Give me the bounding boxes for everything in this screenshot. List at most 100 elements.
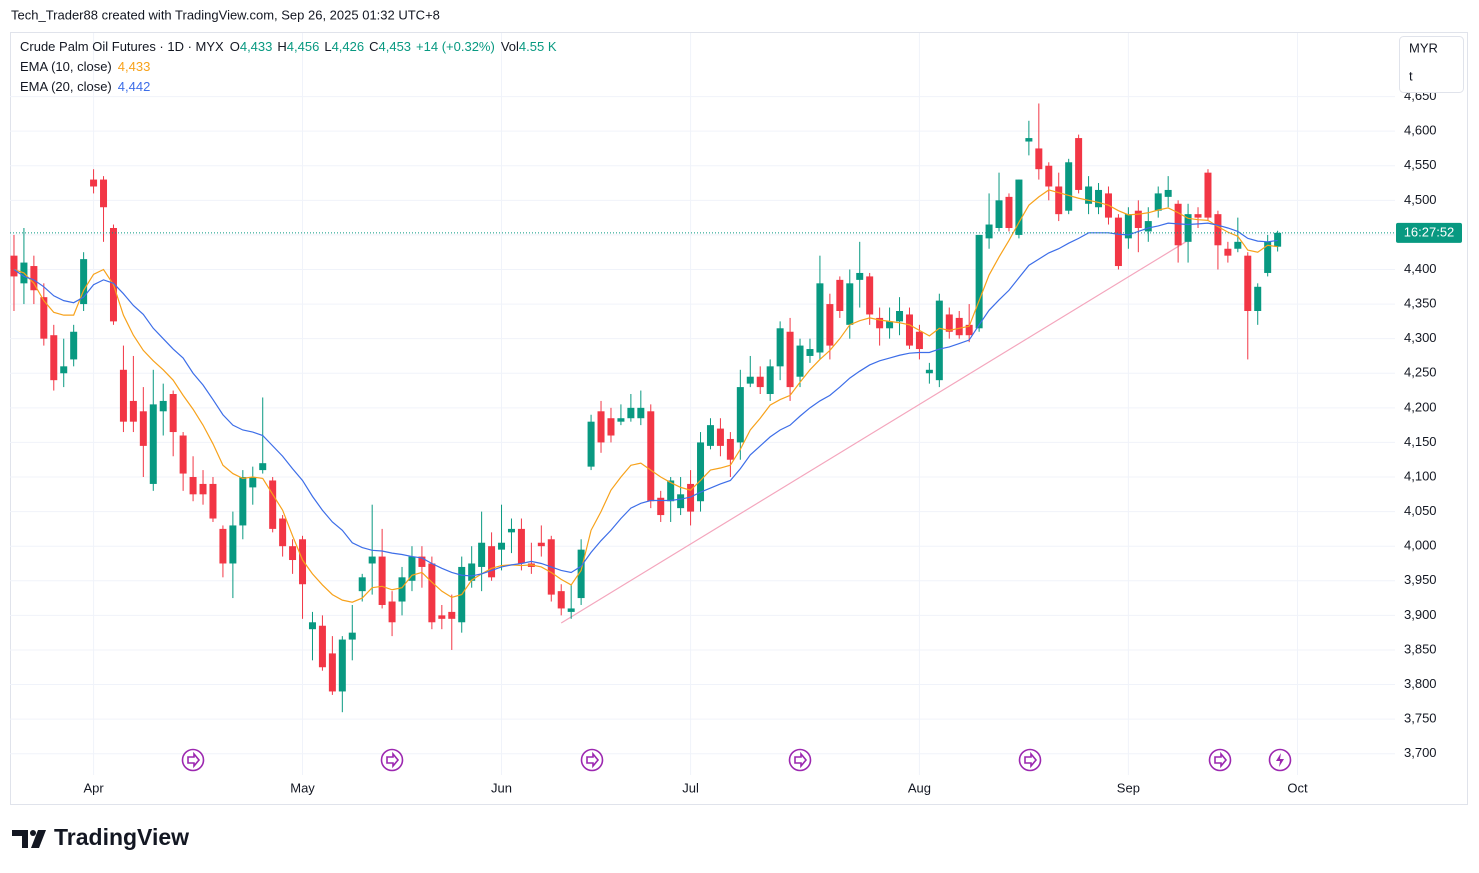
candle-body [965, 324, 973, 336]
candle-body [388, 601, 396, 623]
x-tick-label: Jun [491, 780, 512, 795]
candle-body [1144, 221, 1152, 232]
candle-body [766, 366, 774, 395]
y-tick-label: 4,350 [1404, 296, 1437, 311]
candle-body [806, 349, 814, 356]
watermark: TradingView [54, 824, 189, 850]
y-tick-label: 4,250 [1404, 365, 1437, 380]
legend-name: EMA (20, close) [20, 79, 112, 94]
legend-value: 4.55 K [519, 39, 557, 54]
candle-body [30, 266, 38, 291]
candle-body [886, 321, 894, 329]
legend-value: 4,442 [118, 79, 151, 94]
candle-body [836, 279, 844, 311]
candle-body [338, 639, 346, 692]
candle-body [189, 477, 197, 495]
candle-body [905, 314, 913, 346]
candle-body [587, 421, 595, 467]
event-icon [1268, 748, 1292, 772]
legend-key: Vol [501, 39, 519, 54]
candle-body [229, 525, 237, 564]
candle-body [259, 463, 267, 471]
candle-body [856, 272, 864, 280]
candle-body [736, 387, 744, 443]
candle-body [935, 300, 943, 381]
candle-body [1045, 165, 1053, 187]
y-tick-label: 4,550 [1404, 157, 1437, 172]
candle-body [1065, 162, 1073, 211]
x-tick-label: Oct [1287, 780, 1308, 795]
candle-body [846, 283, 854, 325]
candle-body [1095, 189, 1103, 208]
candle-body [1254, 286, 1262, 311]
header: Tech_Trader88 created with TradingView.c… [11, 7, 440, 22]
candle-body [80, 259, 88, 305]
candle-body [418, 556, 426, 567]
legend-value: 4,456 [287, 39, 320, 54]
candle-body [756, 376, 764, 388]
candle-body [507, 528, 515, 533]
candle-body [139, 411, 147, 446]
candle-body [1164, 189, 1172, 197]
candle-body [1085, 186, 1093, 204]
y-tick-label: 3,800 [1404, 676, 1437, 691]
y-tick-label: 4,200 [1404, 399, 1437, 414]
y-tick-label: 4,600 [1404, 123, 1437, 138]
candle-body [438, 615, 446, 619]
candle-body [1005, 196, 1013, 228]
candle-body [1194, 214, 1202, 218]
legend-item: EMA (10, close) 4,433 [20, 59, 150, 74]
candle-body [866, 276, 874, 315]
trendline [560, 239, 1189, 624]
y-tick-label: 3,950 [1404, 572, 1437, 587]
event-icon [788, 748, 812, 772]
candle-body [100, 179, 108, 208]
y-tick-label: 4,000 [1404, 538, 1437, 553]
candle-body [687, 483, 695, 512]
legend-value: 4,426 [332, 39, 365, 54]
legend-title: Crude Palm Oil Futures · 1D · MYX O4,433 H… [20, 39, 557, 54]
candle-body [1055, 186, 1063, 215]
candle-body [10, 255, 18, 277]
candle-body [945, 314, 953, 332]
candle-body [408, 556, 416, 581]
unit: t [1409, 68, 1413, 83]
candle-body [119, 369, 127, 422]
candle-body [985, 224, 993, 239]
event-icons [181, 748, 1292, 772]
candle-body [1174, 203, 1182, 246]
y-tick-label: 4,300 [1404, 330, 1437, 345]
candle-body [1224, 248, 1232, 256]
candle-body [896, 311, 904, 322]
candle-body [955, 317, 963, 336]
candle-body [677, 494, 685, 509]
candle-body [358, 577, 366, 592]
candle-body [209, 483, 217, 519]
currency: MYR [1409, 40, 1438, 55]
legend-key: L [324, 39, 331, 54]
last-price-box [1396, 222, 1462, 243]
candle-body [149, 404, 157, 484]
candle-body [249, 477, 257, 488]
candle-body [607, 418, 615, 436]
event-icon [580, 748, 604, 772]
plot-area [10, 103, 1282, 713]
candle-body [428, 563, 436, 623]
candle-body [537, 542, 545, 547]
legend-item: EMA (20, close) 4,442 [20, 79, 150, 94]
candle-body [647, 411, 655, 502]
ema-line [13, 189, 1278, 603]
candle-body [597, 411, 605, 443]
candle-body [786, 331, 794, 388]
y-tick-label: 3,850 [1404, 641, 1437, 656]
candle-body [557, 591, 565, 609]
candle-body [308, 622, 316, 630]
candle-body [706, 425, 714, 446]
unit-box [1399, 36, 1464, 93]
event-icon [181, 748, 205, 772]
candle-body [279, 518, 287, 547]
candle-body [1114, 217, 1122, 267]
candle-body [60, 366, 68, 374]
candle-body [328, 653, 336, 692]
